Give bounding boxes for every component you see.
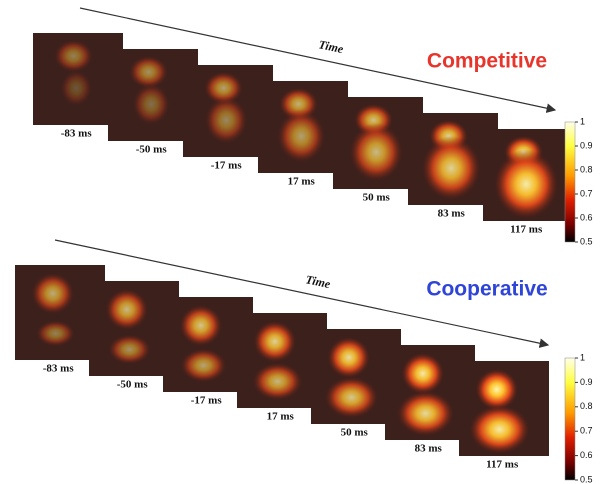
colorbar-tick-label: 0.9 bbox=[580, 140, 593, 150]
colorbar-tick-label: 0.5 bbox=[580, 236, 593, 246]
panel-title: Cooperative bbox=[426, 278, 547, 301]
colorbar-tick-label: 0.7 bbox=[580, 426, 593, 436]
time-label: Time bbox=[317, 37, 345, 56]
frame-label: -83 ms bbox=[43, 363, 75, 375]
frame-label: 117 ms bbox=[510, 224, 543, 236]
activation-blob bbox=[54, 39, 94, 72]
colorbar-tick-label: 0.7 bbox=[580, 188, 593, 198]
heatmap-frame bbox=[459, 361, 549, 456]
activation-blob bbox=[325, 377, 379, 419]
activation-blob bbox=[422, 136, 481, 200]
colorbar-tick-label: 0.5 bbox=[580, 474, 593, 484]
colorbar-tick-label: 0.8 bbox=[580, 164, 593, 174]
frame-label: 17 ms bbox=[267, 411, 295, 423]
activation-blob bbox=[179, 305, 222, 347]
activation-blob bbox=[397, 391, 455, 437]
frame-label: 83 ms bbox=[415, 443, 443, 455]
colorbar-tick-label: 0.6 bbox=[580, 212, 593, 222]
colorbar-tick-label: 0.6 bbox=[580, 450, 593, 460]
time-label: Time bbox=[304, 272, 332, 291]
frame-label: 17 ms bbox=[288, 176, 316, 188]
frame-label: -17 ms bbox=[211, 160, 243, 172]
activation-blob bbox=[31, 273, 74, 315]
figure: Time Competitive -83 ms -50 ms -17 ms 17 ms 50… bbox=[0, 0, 600, 484]
colorbar bbox=[565, 358, 575, 480]
activation-blob bbox=[252, 362, 302, 400]
colorbar-tick-label: 0.8 bbox=[580, 401, 593, 411]
colorbar bbox=[565, 122, 575, 242]
activation-blob bbox=[132, 83, 170, 125]
activation-blob bbox=[349, 123, 403, 182]
activation-blob bbox=[475, 369, 518, 411]
activation-blob bbox=[327, 337, 370, 379]
frame-label: -50 ms bbox=[117, 379, 149, 391]
colorbar-tick-label: 0.9 bbox=[580, 377, 593, 387]
activation-blob bbox=[180, 348, 227, 382]
colorbar-tick-label: 1 bbox=[580, 352, 585, 362]
activation-blob bbox=[401, 353, 444, 395]
activation-blob bbox=[108, 334, 151, 364]
frame-label: 50 ms bbox=[341, 427, 369, 439]
activation-blob bbox=[36, 320, 76, 347]
colorbar-tick-label: 1 bbox=[580, 116, 585, 126]
panel-title: Competitive bbox=[427, 50, 547, 73]
frame-label: -50 ms bbox=[136, 144, 168, 156]
frame-label: -83 ms bbox=[61, 128, 93, 140]
activation-blob bbox=[469, 405, 530, 454]
frame-label: 50 ms bbox=[363, 192, 391, 204]
activation-blob bbox=[205, 96, 248, 144]
activation-blob bbox=[494, 149, 559, 219]
frame-label: -17 ms bbox=[191, 395, 223, 407]
activation-blob bbox=[253, 321, 296, 363]
heatmap-frame bbox=[483, 129, 573, 221]
activation-blob bbox=[277, 110, 326, 163]
activation-blob bbox=[105, 289, 148, 331]
frame-label: 83 ms bbox=[438, 208, 466, 220]
activation-blob bbox=[60, 70, 92, 107]
frame-label: 117 ms bbox=[486, 459, 519, 471]
